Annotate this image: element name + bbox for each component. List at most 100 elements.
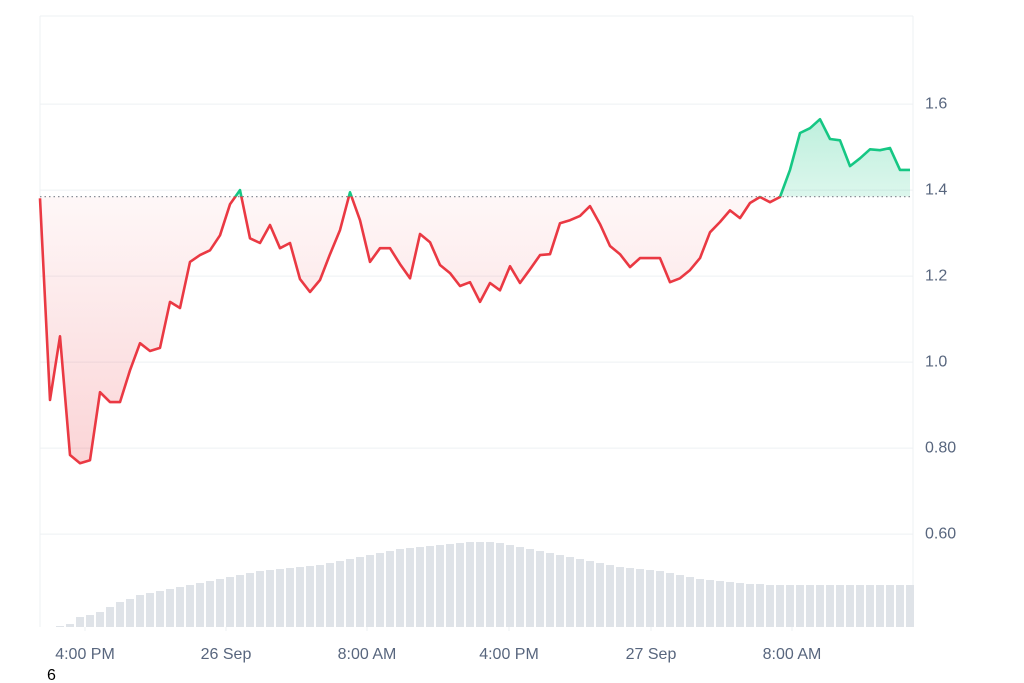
volume-bar [546,553,554,627]
footnote: 6 [47,667,56,683]
volume-bar [226,577,234,627]
volume-bar [526,549,534,627]
y-tick-label: 0.80 [925,439,956,456]
y-tick-label: 0.60 [925,525,956,542]
volume-bar [396,549,404,627]
volume-bar [156,591,164,627]
volume-bar [196,583,204,627]
volume-bar [726,582,734,627]
volume-bar [886,585,894,627]
volume-bar [356,557,364,627]
volume-bar [836,585,844,627]
volume-bar [166,589,174,627]
x-tick-label: 8:00 AM [338,646,397,663]
volume-bar [776,585,784,627]
volume-bar [716,581,724,627]
volume-bar [666,573,674,627]
volume-bar [676,575,684,627]
volume-bar [846,585,854,627]
volume-bar [216,579,224,627]
y-tick-label: 1.4 [925,181,947,198]
volume-bar [286,568,294,627]
volume-bar [786,585,794,627]
volume-bar [466,542,474,627]
volume-bar [696,579,704,627]
volume-bar [236,575,244,627]
y-tick-label: 1.6 [925,95,947,112]
volume-bar [346,559,354,627]
volume-bar [336,561,344,627]
volume-bar [406,548,414,627]
volume-bar [566,557,574,627]
volume-bar [656,571,664,627]
price-line [38,117,910,465]
volume-bar [456,543,464,627]
volume-bar [136,595,144,627]
volume-bar [96,612,104,627]
volume-bar [446,544,454,627]
volume-bar [146,593,154,627]
y-tick-label: 1.0 [925,353,947,370]
volume-bar [496,543,504,627]
x-tick-label: 27 Sep [626,646,677,663]
volume-bar [826,585,834,627]
volume-bar [256,571,264,627]
volume-bar [576,559,584,627]
volume-bar [186,585,194,627]
x-tick-label: 4:00 PM [479,646,539,663]
volume-bar [586,561,594,627]
volume-bar [426,546,434,627]
volume-bar [106,607,114,627]
volume-bar [646,570,654,627]
volume-bar [556,555,564,627]
volume-bar [476,542,484,627]
volume-bar [756,584,764,627]
volume-bar [276,569,284,627]
volume-bar [736,583,744,627]
volume-bar [366,555,374,627]
volume-bar [486,542,494,627]
volume-bar [376,553,384,627]
volume-bar [316,565,324,627]
volume-bar [626,568,634,627]
volume-bar [416,547,424,627]
volume-bar [686,577,694,627]
volume-bar [636,569,644,627]
volume-bar [76,617,84,627]
volume-bar [86,615,94,627]
volume-bar [66,624,74,627]
volume-bar [536,551,544,627]
x-tick-label: 26 Sep [201,646,252,663]
volume-bar [436,545,444,627]
volume-bar [596,563,604,627]
volume-bar [176,587,184,627]
volume-bar [816,585,824,627]
volume-bar [866,585,874,627]
volume-bar [896,585,904,627]
volume-bar [706,580,714,627]
volume-bar [326,563,334,627]
volume-bar [856,585,864,627]
volume-bar [266,570,274,627]
volume-bar [206,581,214,627]
volume-bar [116,602,124,627]
volume-bar [126,599,134,627]
volume-bar [246,573,254,627]
volume-bar [906,585,914,627]
volume-bar [806,585,814,627]
x-tick-label: 8:00 AM [763,646,822,663]
volume-bar [606,565,614,627]
x-tick-label: 4:00 PM [55,646,115,663]
volume-bar [766,585,774,627]
y-tick-label: 1.2 [925,267,947,284]
volume-bar [876,585,884,627]
volume-bar [56,626,64,627]
volume-bar [386,551,394,627]
volume-bar [796,585,804,627]
volume-bar [506,545,514,627]
volume-bar [746,584,754,627]
volume-bar [306,566,314,627]
volume-bar [296,567,304,627]
volume-bar [516,547,524,627]
